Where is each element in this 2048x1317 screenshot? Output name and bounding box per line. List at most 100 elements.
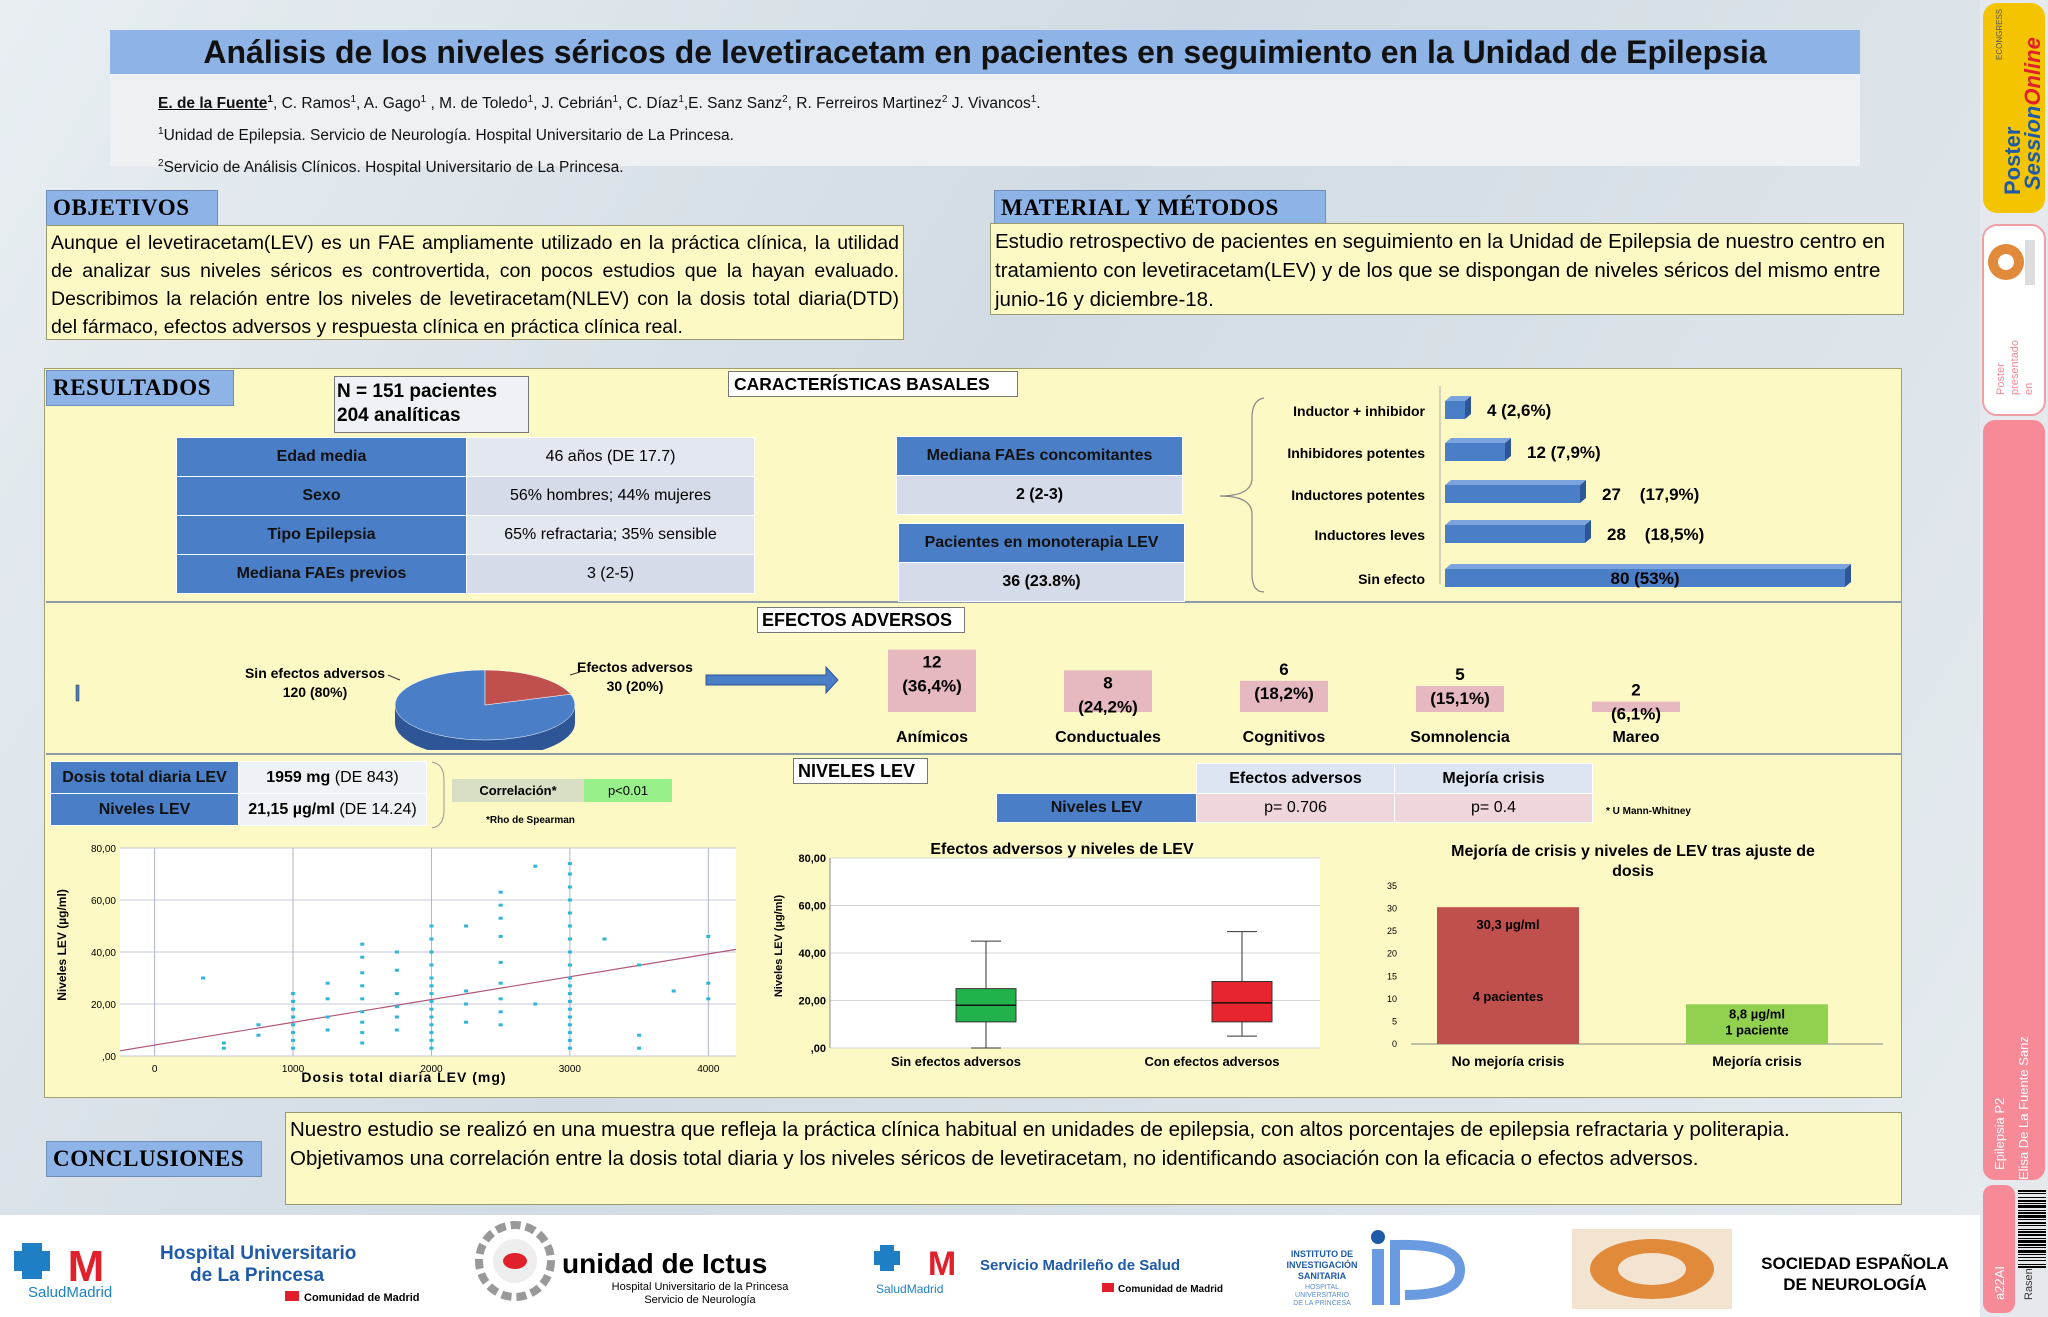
scatter-point: [394, 950, 399, 954]
table-row: Mediana FAEs concomitantes: [896, 436, 1183, 476]
scatter-point: [291, 1046, 296, 1050]
scatter-point: [360, 984, 365, 988]
scatter-point: [567, 862, 572, 866]
scatter-point: [291, 992, 296, 996]
row-value: 21,15 µg/ml (DE 14.24): [238, 793, 427, 826]
col-header: Efectos adversos: [1196, 763, 1395, 794]
barcode-bar: [2018, 1244, 2046, 1246]
logo-text: INSTITUTO DE: [1291, 1249, 1353, 1259]
barcode-bar: [2018, 1231, 2046, 1233]
chart-title: Efectos adversos y niveles de LEV: [930, 841, 1194, 858]
row-label: Edad media: [176, 437, 467, 477]
barcode-bar: [2018, 1225, 2046, 1226]
cross-part: [874, 1251, 900, 1265]
logo-text: unidad de Ictus: [562, 1248, 767, 1279]
table-row: Edad media 46 años (DE 17.7): [176, 437, 755, 477]
brand-text: SessionOnline: [2020, 37, 2045, 190]
scatter-point: [567, 976, 572, 980]
bar-label: 4 pacientes: [1473, 989, 1544, 1004]
bar-pct-label: (15,1%): [1430, 689, 1490, 708]
table-row: Niveles LEV p= 0.706 p= 0.4: [996, 793, 1593, 823]
concomitantes-table: Mediana FAEs concomitantes 2 (2-3): [896, 436, 1183, 515]
conclusiones-text: Nuestro estudio se realizó en una muestr…: [285, 1112, 1902, 1205]
bar: [1064, 670, 1152, 712]
scatter-point: [567, 950, 572, 954]
scatter-point: [325, 997, 330, 1001]
scatter-point: [360, 1031, 365, 1035]
author: , C. Díaz: [618, 95, 679, 113]
efectos-bars: 12 (36,4%) Anímicos 8 (24,2%) Conductuales 6 (1…: [888, 649, 1680, 746]
scatter-point: [429, 999, 434, 1003]
row-value: 46 años (DE 17.7): [466, 437, 755, 477]
brand-tab[interactable]: [1983, 3, 2045, 213]
scatter-point: [706, 934, 711, 938]
x-axis-label: Dosis total diaria LEV (mg): [301, 1069, 506, 1085]
bar-category-label: Inductores potentes: [1291, 487, 1425, 503]
bar-value-label: 6: [1279, 660, 1288, 679]
row-label: Mediana FAEs concomitantes: [896, 436, 1183, 476]
y-tick-label: 35: [1387, 881, 1397, 891]
pie-slice: [484, 669, 572, 706]
scatter-point: [360, 942, 365, 946]
barcode-bar: [2018, 1234, 2046, 1236]
scatter-point: [429, 1038, 434, 1042]
pie-label: Efectos adversos: [577, 659, 693, 675]
value-rest: (DE 14.24): [339, 800, 417, 818]
barcode-bar: [2018, 1193, 2046, 1194]
bracket: [431, 761, 445, 829]
conclusiones-heading: CONCLUSIONES: [46, 1141, 262, 1177]
logo-text: Hospital Universitario de la Princesa: [612, 1281, 790, 1293]
code-label: a22AI: [1992, 1266, 2007, 1300]
bar: [1240, 680, 1328, 712]
scatter-point: [360, 955, 365, 959]
bar-label: 30,3 µg/ml: [1476, 917, 1539, 932]
logo-text: SaludMadrid: [876, 1282, 943, 1296]
y-tick-label: ,00: [811, 1043, 826, 1055]
session-tab[interactable]: [1983, 420, 2045, 1180]
scatter-point: [637, 1046, 642, 1050]
bar: [1445, 525, 1585, 543]
barcode-bar: [2018, 1240, 2046, 1243]
mejoria-bars: dosis 0 5 10 15 20 25 30 35 No mejoría crisis Mejo…: [1387, 863, 1883, 1069]
scatter-point: [567, 992, 572, 996]
brain-mark: [503, 1253, 527, 1269]
bar-category-label: Cognitivos: [1243, 729, 1326, 746]
row-value: 3 (2-5): [466, 554, 755, 594]
table-row: Niveles LEV 21,15 µg/ml (DE 14.24): [50, 793, 427, 826]
p-value: p= 0.4: [1394, 793, 1593, 823]
bar: [1445, 443, 1505, 461]
barcode-bar: [2018, 1205, 2046, 1208]
code-tab[interactable]: [1983, 1185, 2015, 1313]
row-label: Pacientes en monoterapia LEV: [898, 523, 1185, 563]
barcode-bar: [2018, 1212, 2046, 1214]
bar-value-label: 8: [1103, 673, 1112, 692]
table-row: 36 (23.8%): [898, 562, 1185, 602]
metodos-text: Estudio retrospectivo de pacientes en se…: [990, 223, 1904, 315]
barcode-label: Rasen: [2023, 1268, 2035, 1300]
y-tick-label: 20,00: [798, 996, 826, 1008]
i-dot: [1371, 1230, 1385, 1244]
bar-label: 8,8 µg/ml: [1729, 1006, 1785, 1021]
scatter-point: [671, 989, 676, 993]
scatter-point: [360, 1041, 365, 1045]
author: ,E. Sanz Sanz: [683, 95, 783, 113]
grouping-bracket: [1219, 397, 1265, 593]
flag: [285, 1291, 299, 1301]
scatter-point: [498, 960, 503, 964]
x-category-label: Con efectos adversos: [1144, 1054, 1279, 1069]
scatter-point: [429, 992, 434, 996]
bar-top: [1445, 480, 1586, 485]
scatter-point: [325, 981, 330, 985]
pie-label: 120 (80%): [283, 684, 348, 700]
affiliation-text: Unidad de Epilepsia. Servicio de Neurolo…: [163, 127, 734, 145]
sup: 2: [941, 94, 948, 105]
logo-text: Comunidad de Madrid: [304, 1292, 420, 1304]
bar-side: [1465, 396, 1471, 419]
scatter-point: [567, 984, 572, 988]
basales-title: CARACTERÍSTICAS BASALES: [728, 371, 1018, 397]
scatter-point: [429, 984, 434, 988]
row-value: 1959 mg (DE 843): [238, 761, 427, 794]
footer-logos: M SaludMadrid Hospital Universitario de …: [0, 1215, 1980, 1317]
presentado-text: Poster: [1995, 363, 2007, 395]
right-sidebar: Poster SessionOnline ECONGRESS Poster pr…: [1980, 0, 2048, 1317]
